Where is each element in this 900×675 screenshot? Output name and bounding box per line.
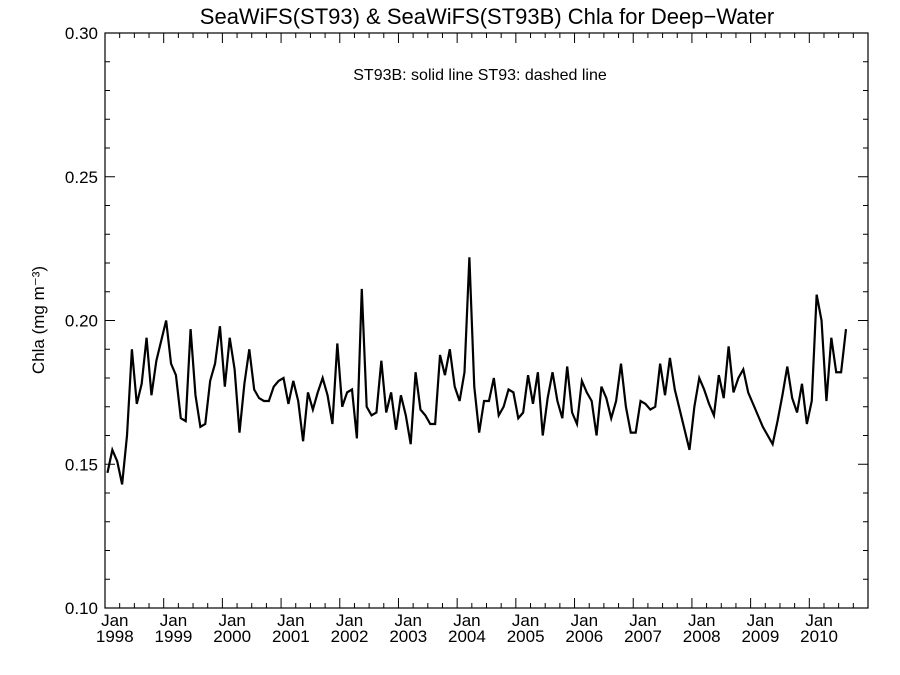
plot-frame (104, 32, 869, 609)
x-tick-label-month: Jan (688, 611, 715, 630)
series-line-st93b (106, 257, 848, 485)
x-tick-label-year: 2007 (624, 627, 662, 646)
y-tick-label: 0.30 (65, 24, 98, 43)
x-tick-label-month: Jan (805, 611, 832, 630)
x-tick-label-month: Jan (101, 611, 128, 630)
y-axis-label: Chla (mg m⁻³) (29, 266, 48, 374)
y-tick-label: 0.15 (65, 455, 98, 474)
x-tick-label-year: 2010 (800, 627, 838, 646)
x-tick-label-year: 2001 (272, 627, 310, 646)
x-tick-label-year: 2004 (448, 627, 486, 646)
x-tick-label-month: Jan (512, 611, 539, 630)
x-tick-label-month: Jan (571, 611, 598, 630)
x-tick-label-month: Jan (629, 611, 656, 630)
x-tick-label-year: 2002 (331, 627, 369, 646)
x-tick-label-year: 2009 (741, 627, 779, 646)
x-axis: Jan1998Jan1999Jan2000Jan2001Jan2002Jan20… (96, 33, 869, 646)
line-style-note: ST93B: solid line ST93: dashed line (353, 67, 607, 84)
y-tick-label: 0.10 (65, 599, 98, 618)
x-tick-label-month: Jan (277, 611, 304, 630)
x-tick-label-year: 1999 (155, 627, 193, 646)
x-tick-label-month: Jan (336, 611, 363, 630)
x-tick-label-month: Jan (160, 611, 187, 630)
y-tick-label: 0.25 (65, 168, 98, 187)
x-tick-label-year: 2003 (389, 627, 427, 646)
x-tick-label-year: 2005 (507, 627, 545, 646)
chart-title: SeaWiFS(ST93) & SeaWiFS(ST93B) Chla for … (200, 4, 774, 29)
y-axis: 0.30 0.25 0.20 0.15 0.10 (65, 24, 868, 618)
x-tick-label-year: 2000 (213, 627, 251, 646)
x-tick-label-year: 2008 (683, 627, 721, 646)
x-tick-label-month: Jan (747, 611, 774, 630)
y-tick-label: 0.20 (65, 312, 98, 331)
x-tick-label-year: 1998 (96, 627, 134, 646)
x-tick-label-month: Jan (218, 611, 245, 630)
x-tick-label-month: Jan (453, 611, 480, 630)
x-tick-label-year: 2006 (565, 627, 603, 646)
x-tick-label-month: Jan (395, 611, 422, 630)
